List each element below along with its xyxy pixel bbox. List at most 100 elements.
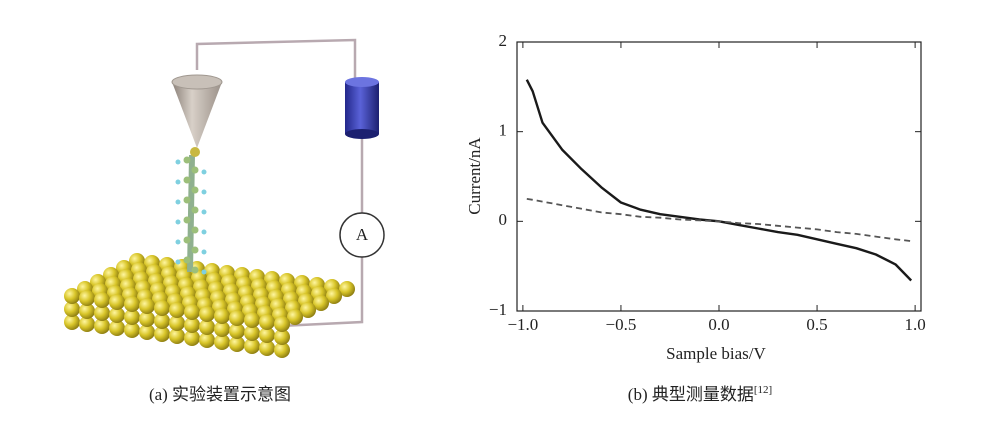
gold-atom [64,288,80,304]
gold-atom [214,308,230,324]
carbon-atom [191,166,199,174]
gold-atom [229,336,245,352]
battery-bottom [345,129,379,139]
hydrogen-atom [175,259,181,265]
gold-atom [139,311,155,327]
gold-atom [199,306,215,322]
carbon-atom [191,226,199,234]
stm-tip [172,82,222,148]
gold-atom [154,326,170,342]
gold-atom [274,329,290,345]
gold-atom [229,310,245,326]
gold-atom [109,320,125,336]
x-tick-label: 0.0 [708,315,729,334]
hydrogen-atom [201,189,207,195]
gold-atom [184,304,200,320]
gold-atom [339,281,355,297]
gold-atom [124,322,140,338]
x-tick-label: 1.0 [904,315,925,334]
carbon-atom [191,266,199,274]
carbon-atom [191,206,199,214]
gold-atom [64,314,80,330]
gold-atom [94,318,110,334]
setup-diagram: A [64,38,385,358]
gold-atom [109,307,125,323]
y-tick-label: 0 [499,210,508,229]
carbon-atom [183,156,191,164]
y-axis-label: Current/nA [465,137,484,215]
gold-atom [244,325,260,341]
carbon-atom [183,176,191,184]
hydrogen-atom [201,249,207,255]
gold-atom [259,327,275,343]
hydrogen-atom [201,229,207,235]
molecule [175,147,207,275]
ammeter [339,212,385,258]
gold-atom [169,315,185,331]
carbon-atom [183,256,191,264]
ammeter-label: A [356,225,369,244]
gold-atom [214,334,230,350]
gold-atom [326,288,342,304]
hydrogen-atom [175,219,181,225]
x-tick-label: −1.0 [507,315,538,334]
molecule-bond [187,154,195,273]
y-tick-label: 1 [499,121,508,140]
gold-atom [79,303,95,319]
gold-atom [154,300,170,316]
gold-atom [139,324,155,340]
gold-atom [139,298,155,314]
gold-atom [199,319,215,335]
gold-atom [79,316,95,332]
battery-top [345,77,379,87]
gold-atom [169,302,185,318]
hydrogen-atom [175,179,181,185]
hydrogen-atom [175,239,181,245]
y-tick-label: 2 [499,31,508,50]
gold-atom [214,321,230,337]
carbon-atom [191,186,199,194]
caption-b-ref: [12] [754,384,772,396]
gold-atom [244,312,260,328]
gold-atom [154,313,170,329]
gold-atom [124,309,140,325]
gold-atom [94,292,110,308]
x-tick-label: 0.5 [806,315,827,334]
gold-atom [287,309,303,325]
gold-atom [199,332,215,348]
carbon-atom [183,216,191,224]
gold-atom [64,301,80,317]
gold-atom [79,290,95,306]
gold-atom [274,316,290,332]
hydrogen-atom [201,209,207,215]
gold-atom [109,294,125,310]
caption-b-text: (b) 典型测量数据 [628,385,754,404]
carbon-atom [183,196,191,204]
gold-atom [229,323,245,339]
hydrogen-atom [175,159,181,165]
circuit-wire [195,38,364,328]
caption-b: (b) 典型测量数据[12] [628,384,772,404]
gold-substrate [64,253,355,358]
hydrogen-atom [201,269,207,275]
gold-atom [184,330,200,346]
gold-atom [94,305,110,321]
gold-atom [274,342,290,358]
gold-atom [169,328,185,344]
gold-atom [313,295,329,311]
stm-tip-top [171,74,223,90]
battery [345,82,379,134]
gold-atom [244,338,260,354]
hydrogen-atom [175,199,181,205]
gold-atom [124,296,140,312]
caption-a: (a) 实验装置示意图 [149,385,291,404]
carbon-atom [183,236,191,244]
data-line [526,198,912,242]
plot-frame [516,41,922,312]
x-tick-label: −0.5 [606,315,637,334]
gold-atom [259,314,275,330]
sulfur-atom [190,147,200,157]
carbon-atom [191,246,199,254]
chart: Sample bias/V Current/nA −1.0 −0.5 0.0 0.5 1… [465,31,926,363]
